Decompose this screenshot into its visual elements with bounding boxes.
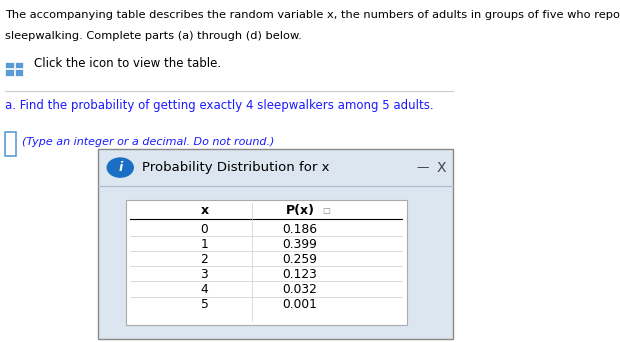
Text: 0.001: 0.001 [283,298,317,311]
Text: 2: 2 [201,253,208,266]
Text: 1: 1 [201,238,208,251]
Text: 3: 3 [201,268,208,281]
Text: 0.123: 0.123 [283,268,317,281]
Text: P(x): P(x) [286,204,314,217]
FancyBboxPatch shape [15,69,24,76]
Text: 0.186: 0.186 [283,223,317,236]
Text: 0: 0 [201,223,208,236]
Text: The accompanying table describes the random variable x, the numbers of adults in: The accompanying table describes the ran… [4,10,620,20]
Text: 0.259: 0.259 [283,253,317,266]
Text: —: — [417,161,429,174]
FancyBboxPatch shape [99,149,453,339]
Text: Click the icon to view the table.: Click the icon to view the table. [34,57,221,70]
FancyBboxPatch shape [15,62,24,68]
Text: 0.032: 0.032 [283,283,317,296]
Text: Probability Distribution for x: Probability Distribution for x [142,161,329,174]
Text: sleepwalking. Complete parts (a) through (d) below.: sleepwalking. Complete parts (a) through… [4,31,301,41]
Circle shape [107,157,134,178]
Text: □: □ [322,206,330,215]
Text: a. Find the probability of getting exactly 4 sleepwalkers among 5 adults.: a. Find the probability of getting exact… [4,99,433,112]
FancyBboxPatch shape [4,132,16,156]
Text: X: X [436,161,446,174]
Text: 4: 4 [201,283,208,296]
Text: (Type an integer or a decimal. Do not round.): (Type an integer or a decimal. Do not ro… [22,137,274,147]
Text: x: x [200,204,208,217]
Text: i: i [118,161,122,174]
Text: 5: 5 [200,298,208,311]
FancyBboxPatch shape [6,69,14,76]
FancyBboxPatch shape [6,62,14,68]
FancyBboxPatch shape [126,200,407,325]
Text: 0.399: 0.399 [283,238,317,251]
